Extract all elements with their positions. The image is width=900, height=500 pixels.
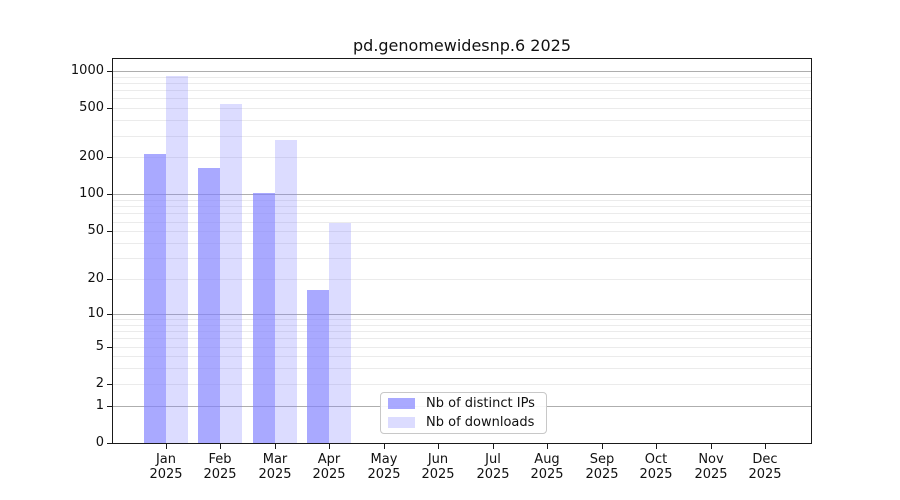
- gridline-minor: [113, 231, 811, 232]
- gridline-minor: [113, 120, 811, 121]
- gridline-major: [113, 194, 811, 195]
- y-axis-tick: [107, 231, 112, 232]
- x-axis-tick-label: Dec 2025: [748, 452, 782, 482]
- gridline-minor: [113, 206, 811, 207]
- legend-row-distinct-ips: Nb of distinct IPs: [381, 396, 546, 412]
- bar-downloads-feb: [220, 104, 242, 443]
- gridline-minor: [113, 347, 811, 348]
- x-axis-tick: [329, 444, 330, 449]
- x-axis-tick: [275, 444, 276, 449]
- bar-distinct-ips-jan: [144, 154, 166, 443]
- gridline-minor: [113, 325, 811, 326]
- x-axis-tick: [384, 444, 385, 449]
- x-axis-tick-label: Jan 2025: [149, 452, 183, 482]
- y-axis-tick-label: 50: [87, 223, 104, 238]
- x-axis-tick: [220, 444, 221, 449]
- gridline-minor: [113, 90, 811, 91]
- y-axis-tick-label: 20: [87, 271, 104, 286]
- x-axis-tick: [765, 444, 766, 449]
- gridline-minor: [113, 200, 811, 201]
- y-axis-tick-label: 5: [95, 339, 104, 354]
- x-axis-tick-label: Feb 2025: [203, 452, 237, 482]
- y-axis-tick-label: 1: [95, 398, 104, 413]
- y-axis-tick: [107, 347, 112, 348]
- legend-label-distinct-ips: Nb of distinct IPs: [426, 396, 535, 412]
- y-axis-tick: [107, 443, 112, 444]
- y-axis-tick: [107, 71, 112, 72]
- bar-distinct-ips-mar: [253, 193, 275, 443]
- gridline-minor: [113, 279, 811, 280]
- gridline-minor: [113, 108, 811, 109]
- bar-downloads-jan: [166, 76, 188, 443]
- x-axis-tick: [711, 444, 712, 449]
- x-axis-tick-label: Aug 2025: [530, 452, 564, 482]
- bar-downloads-mar: [275, 140, 297, 443]
- bar-distinct-ips-apr: [307, 290, 329, 443]
- gridline-minor: [113, 213, 811, 214]
- x-axis-tick-label: Sep 2025: [585, 452, 619, 482]
- plot-area: [112, 58, 812, 444]
- x-axis-tick: [547, 444, 548, 449]
- gridline-minor: [113, 368, 811, 369]
- y-axis-tick-label: 100: [79, 186, 104, 201]
- y-axis-tick: [107, 279, 112, 280]
- downloads-swatch: [388, 416, 415, 428]
- x-axis-tick: [493, 444, 494, 449]
- x-axis-tick: [438, 444, 439, 449]
- x-axis-tick-label: Mar 2025: [258, 452, 292, 482]
- x-axis-tick: [656, 444, 657, 449]
- x-axis-tick-label: Oct 2025: [639, 452, 673, 482]
- x-axis-tick-label: Jun 2025: [421, 452, 455, 482]
- gridline-minor: [113, 98, 811, 99]
- x-axis-tick: [166, 444, 167, 449]
- y-axis-tick-label: 10: [87, 306, 104, 321]
- gridline-minor: [113, 356, 811, 357]
- x-axis-tick-label: May 2025: [367, 452, 401, 482]
- gridline-major: [113, 314, 811, 315]
- y-axis-tick: [107, 108, 112, 109]
- gridline-minor: [113, 136, 811, 137]
- y-axis-tick-label: 2: [95, 376, 104, 391]
- gridline-minor: [113, 83, 811, 84]
- gridline-minor: [113, 384, 811, 385]
- distinct-ips-swatch: [388, 398, 415, 410]
- chart-title: pd.genomewidesnp.6 2025: [353, 36, 571, 55]
- y-axis-tick-label: 500: [79, 100, 104, 115]
- y-axis-tick-label: 200: [79, 149, 104, 164]
- gridline-minor: [113, 338, 811, 339]
- x-axis-tick: [602, 444, 603, 449]
- y-axis-tick: [107, 194, 112, 195]
- legend: Nb of distinct IPs Nb of downloads: [380, 392, 547, 434]
- gridline-minor: [113, 222, 811, 223]
- bar-distinct-ips-feb: [198, 168, 220, 443]
- gridline-minor: [113, 331, 811, 332]
- y-axis-tick-label: 0: [95, 435, 104, 450]
- gridline-minor: [113, 77, 811, 78]
- x-axis-tick-label: Nov 2025: [694, 452, 728, 482]
- legend-row-downloads: Nb of downloads: [381, 414, 546, 430]
- y-axis-tick: [107, 406, 112, 407]
- gridline-minor: [113, 319, 811, 320]
- y-axis-tick: [107, 314, 112, 315]
- gridline-minor: [113, 243, 811, 244]
- gridline-minor: [113, 157, 811, 158]
- gridline-major: [113, 71, 811, 72]
- legend-label-downloads: Nb of downloads: [426, 414, 535, 430]
- y-axis-tick-label: 1000: [70, 63, 104, 78]
- gridline-minor: [113, 258, 811, 259]
- y-axis-tick: [107, 384, 112, 385]
- x-axis-tick-label: Jul 2025: [476, 452, 510, 482]
- plot-inner: [113, 59, 811, 443]
- bar-downloads-apr: [329, 223, 351, 443]
- y-axis-tick: [107, 157, 112, 158]
- x-axis-tick-label: Apr 2025: [312, 452, 346, 482]
